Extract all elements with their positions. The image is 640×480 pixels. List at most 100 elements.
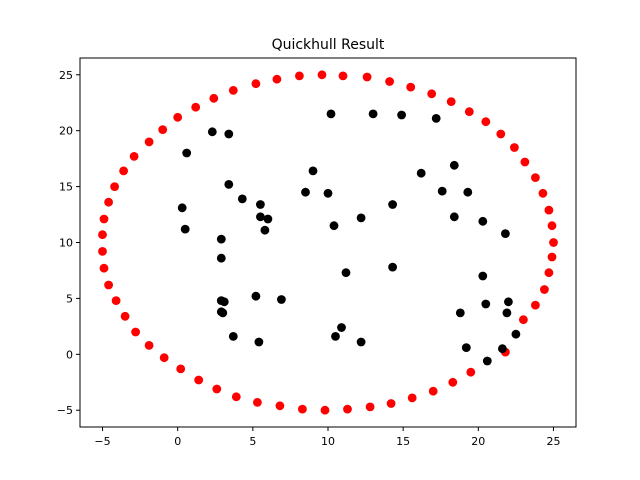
data-point-s1-41 (455, 308, 465, 318)
data-point-s0-14 (295, 71, 304, 81)
data-point-s1-25 (260, 225, 270, 235)
data-point-s1-13 (301, 187, 310, 197)
x-tick-label: 10 (321, 435, 335, 448)
chart-title: Quickhull Result (272, 37, 385, 53)
data-point-s0-23 (481, 117, 491, 127)
data-point-s1-35 (251, 291, 261, 301)
data-point-s1-12 (463, 187, 473, 197)
data-point-s1-48 (511, 329, 521, 339)
y-tick-label: 25 (59, 69, 73, 82)
data-point-s0-15 (317, 70, 327, 80)
data-point-s1-29 (216, 253, 226, 263)
data-point-s1-26 (329, 221, 339, 231)
data-point-s0-47 (275, 401, 285, 411)
data-point-s0-4 (119, 166, 128, 176)
data-point-s1-42 (502, 308, 512, 318)
data-point-s0-49 (231, 392, 241, 402)
data-point-s0-9 (191, 102, 201, 112)
data-point-s1-40 (216, 307, 226, 317)
data-point-s0-38 (466, 367, 476, 377)
data-point-s1-4 (397, 110, 406, 120)
data-point-s0-19 (406, 82, 416, 92)
x-tick-label: 20 (471, 435, 485, 448)
data-point-s0-44 (343, 404, 352, 414)
data-point-s1-46 (254, 337, 264, 347)
data-point-s0-31 (549, 238, 558, 247)
y-tick-label: −5 (57, 404, 73, 417)
data-point-s0-13 (272, 74, 282, 84)
data-point-s0-8 (173, 112, 183, 122)
data-point-s0-46 (298, 404, 307, 414)
data-point-s0-39 (448, 377, 458, 387)
data-point-s0-35 (531, 300, 540, 310)
x-axis: −5 0 5 10 15 20 25 (94, 427, 560, 448)
data-point-s0-48 (253, 398, 262, 407)
data-point-s0-20 (427, 89, 437, 99)
data-point-s0-29 (544, 205, 554, 215)
data-point-s0-32 (547, 252, 557, 262)
data-point-s0-11 (228, 86, 238, 95)
data-point-s0-57 (111, 296, 121, 305)
data-point-s1-1 (224, 129, 234, 139)
data-point-s0-60 (98, 247, 107, 256)
data-point-s1-15 (237, 194, 247, 204)
data-point-s0-18 (385, 77, 394, 86)
data-point-s0-55 (131, 327, 141, 337)
x-tick-label: 0 (174, 435, 181, 448)
data-point-s0-1 (99, 214, 109, 224)
data-point-s1-37 (481, 299, 491, 309)
data-point-s0-50 (212, 384, 222, 394)
y-axis: −5 0 5 10 15 20 25 (57, 69, 80, 417)
data-point-s0-43 (365, 402, 375, 412)
data-point-s1-9 (449, 160, 459, 170)
data-point-s0-24 (496, 129, 506, 139)
data-point-s1-5 (431, 114, 441, 123)
data-point-s1-3 (368, 109, 378, 119)
data-point-s0-25 (510, 143, 519, 152)
data-point-s1-2 (326, 109, 336, 119)
data-point-s1-27 (501, 229, 510, 239)
data-point-s1-44 (228, 332, 238, 341)
data-point-s1-45 (331, 332, 340, 341)
data-point-s0-10 (209, 93, 219, 103)
data-point-s1-31 (341, 268, 351, 278)
data-point-s1-0 (207, 127, 217, 137)
data-point-s0-22 (464, 107, 474, 117)
data-point-s1-14 (323, 188, 333, 198)
data-point-s1-28 (216, 234, 226, 244)
data-point-s1-10 (224, 180, 234, 189)
data-point-s0-16 (338, 71, 348, 81)
x-tick-label: 5 (249, 435, 256, 448)
x-tick-label: 15 (396, 435, 410, 448)
data-point-s1-50 (498, 344, 507, 354)
data-point-s1-11 (437, 186, 447, 196)
y-tick-label: 20 (59, 125, 73, 138)
data-point-s0-33 (544, 268, 554, 278)
data-point-s1-47 (356, 337, 366, 347)
x-tick-label: 25 (546, 435, 560, 448)
data-point-s1-22 (449, 212, 459, 222)
data-point-s0-0 (98, 230, 107, 240)
data-point-s0-17 (362, 72, 372, 82)
data-point-s0-54 (144, 341, 154, 350)
y-tick-label: 0 (66, 348, 73, 361)
data-point-s1-30 (388, 262, 397, 272)
data-point-s1-8 (416, 168, 426, 178)
data-point-s1-21 (356, 213, 366, 223)
data-point-s0-12 (251, 79, 261, 89)
data-point-s1-7 (308, 166, 318, 176)
data-point-s0-34 (540, 285, 549, 294)
data-point-s0-40 (428, 386, 438, 396)
data-point-s0-53 (159, 353, 169, 363)
data-point-s0-21 (446, 97, 456, 106)
data-point-s0-6 (144, 137, 154, 147)
x-tick-label: −5 (94, 435, 110, 448)
data-point-s1-18 (177, 203, 187, 213)
data-point-s0-51 (194, 375, 204, 385)
data-point-s0-42 (386, 399, 396, 408)
data-point-s0-59 (99, 263, 109, 273)
data-point-s0-3 (110, 182, 119, 192)
data-point-s0-30 (547, 221, 557, 231)
